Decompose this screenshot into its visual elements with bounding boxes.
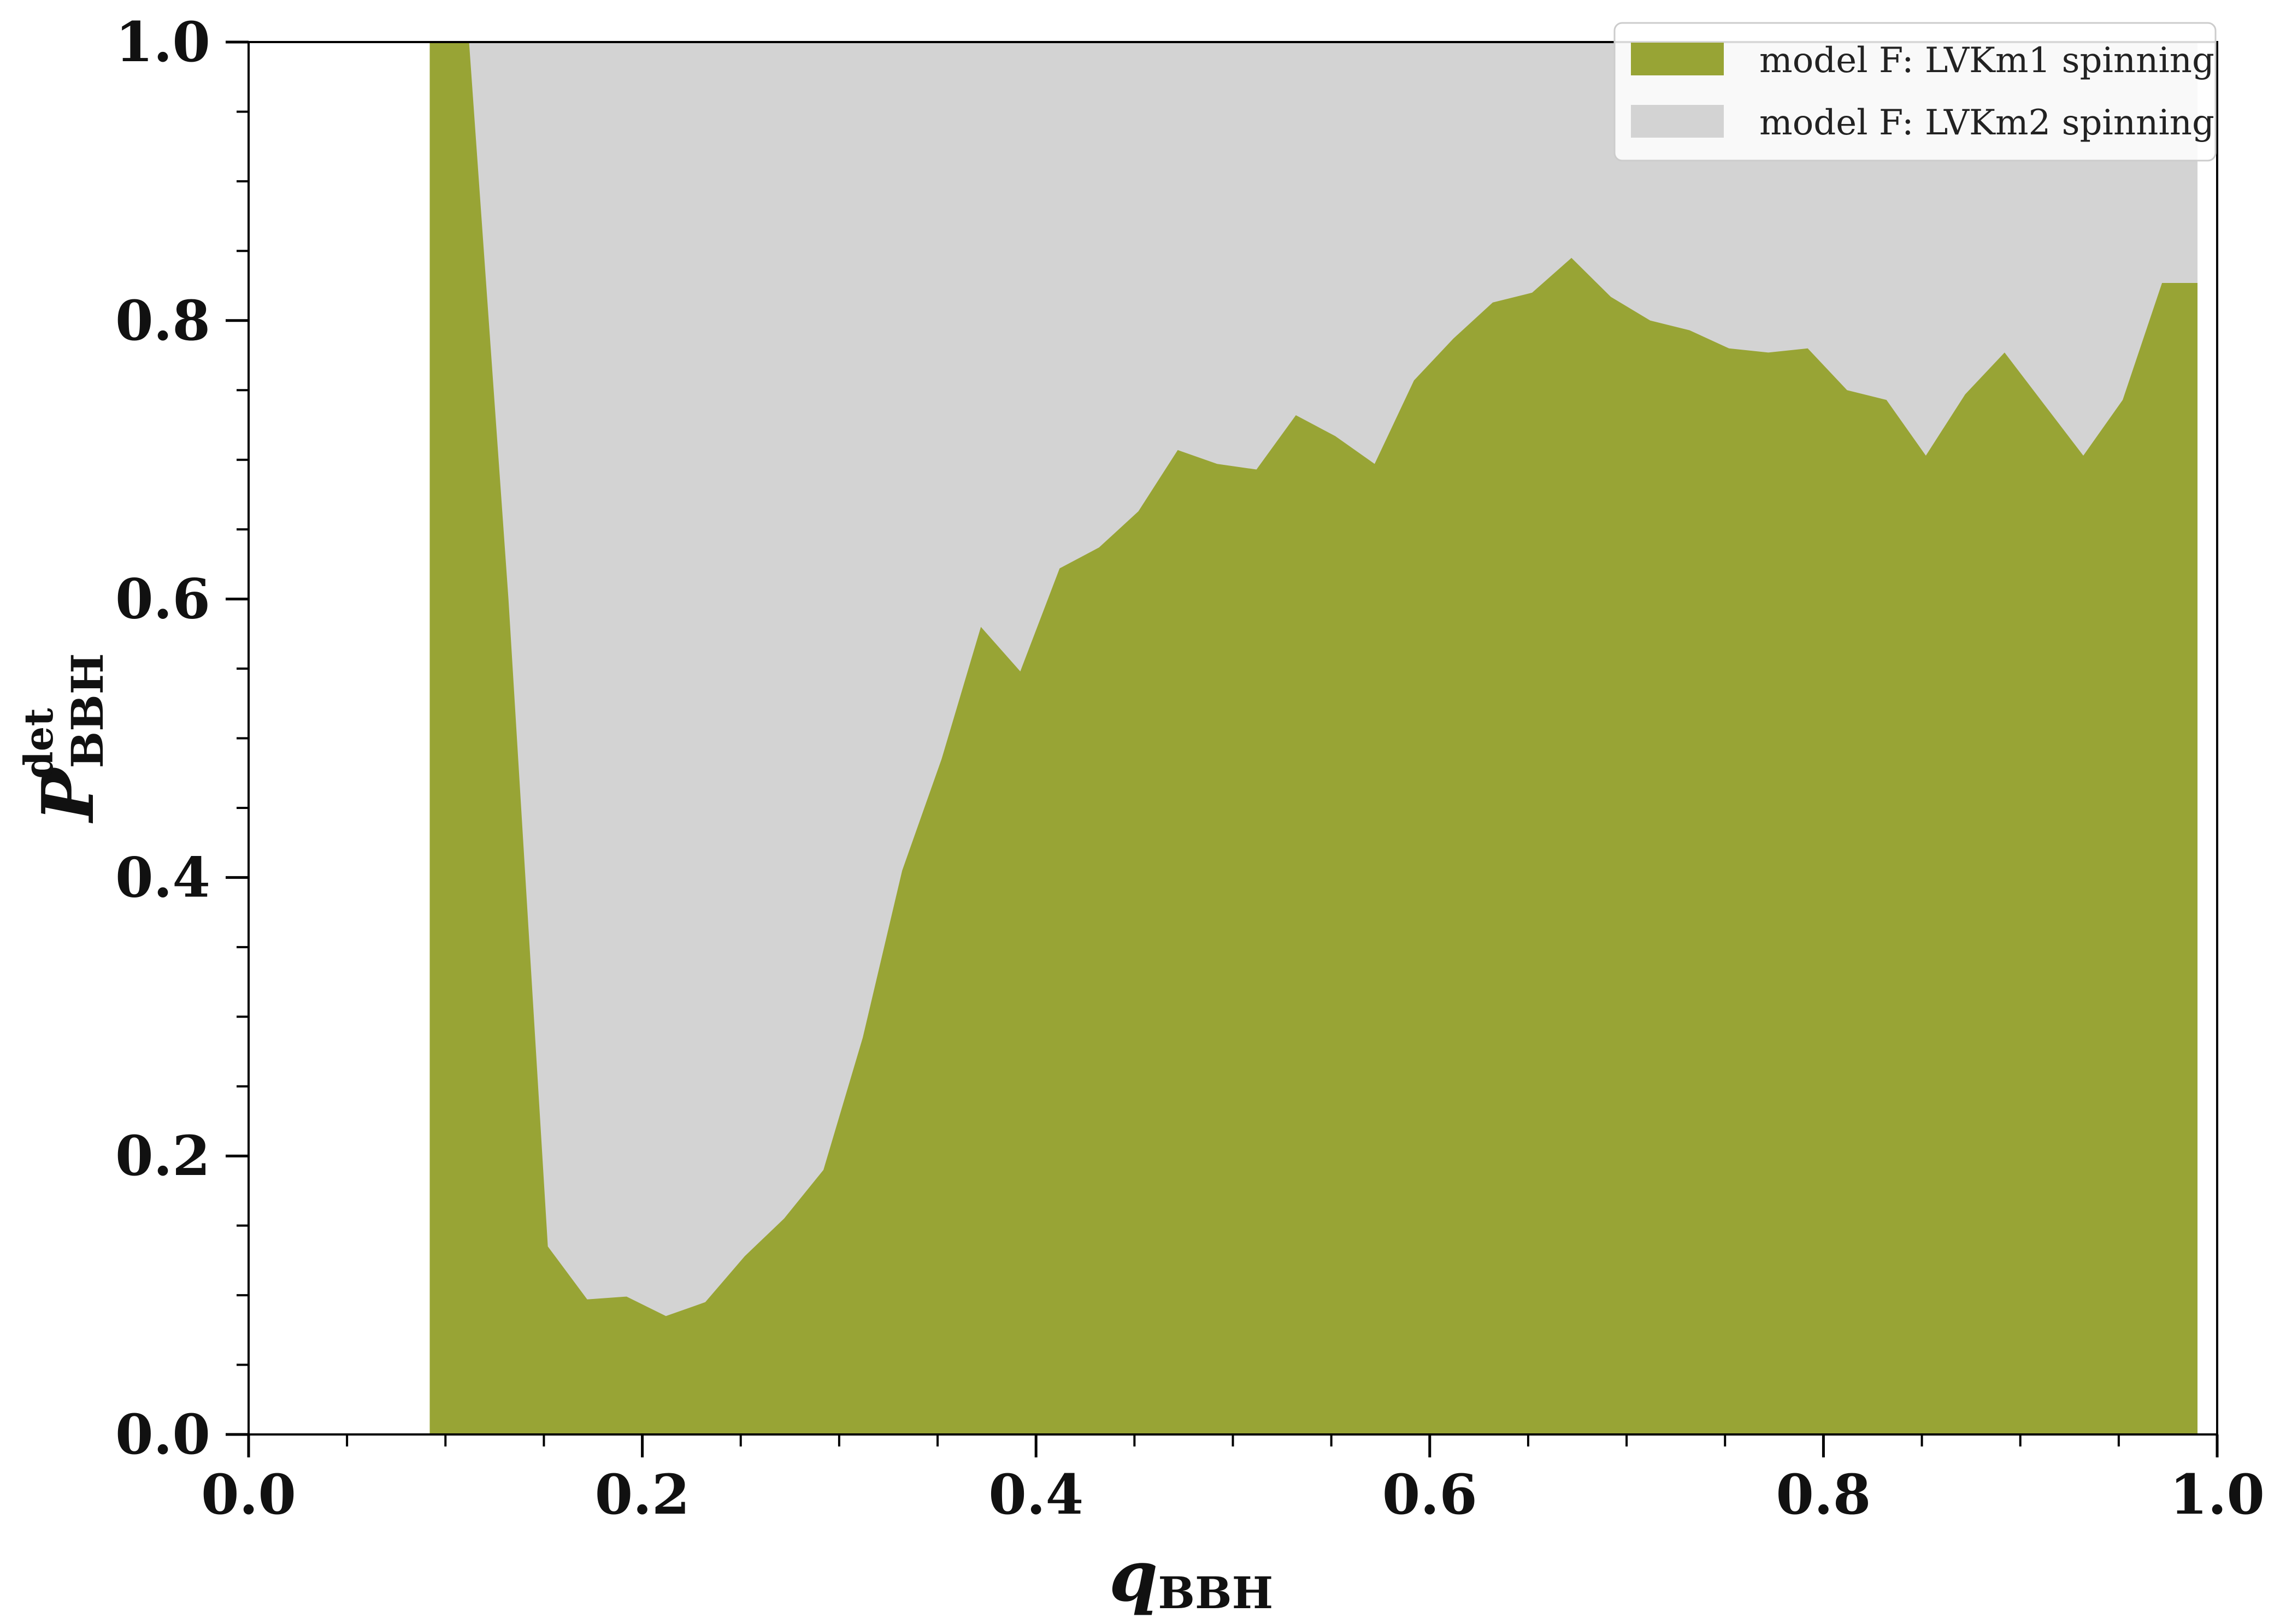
x-tick-label: 0.8 <box>1776 1462 1871 1527</box>
y-axis-label-sup: det <box>15 708 62 778</box>
y-tick-label: 0.2 <box>115 1124 210 1188</box>
legend-swatch-lvkm1 <box>1631 43 1724 75</box>
legend-swatch-lvkm2 <box>1631 105 1724 138</box>
y-tick-label: 0.4 <box>115 845 210 910</box>
x-axis-label-sub: BBH <box>1158 1567 1273 1619</box>
y-axis-label-sub: BBH <box>62 653 113 769</box>
y-axis-label-main: P <box>26 766 110 824</box>
legend-label-lvkm2: model F: LVKm2 spinning <box>1759 103 2214 143</box>
y-axis-label: PBBHdet <box>15 653 113 824</box>
legend-label-lvkm1: model F: LVKm1 spinning <box>1759 40 2214 81</box>
series-layer <box>429 42 2197 1434</box>
x-tick-label: 0.6 <box>1382 1462 1477 1527</box>
x-tick-label: 0.0 <box>201 1462 296 1527</box>
x-tick-label: 0.4 <box>988 1462 1083 1527</box>
x-tick-label: 1.0 <box>2170 1462 2265 1527</box>
area-series-lvkm1 <box>429 42 2197 1434</box>
x-axis-label: qBBH <box>1109 1536 1273 1619</box>
y-tick-label: 1.0 <box>115 10 210 74</box>
legend-box <box>1613 22 2217 162</box>
x-tick-label: 0.2 <box>595 1462 690 1527</box>
x-axis-label-main: q <box>1109 1536 1158 1617</box>
y-tick-label: 0.8 <box>115 288 210 353</box>
y-tick-label: 0.0 <box>115 1402 210 1467</box>
y-tick-label: 0.6 <box>115 567 210 631</box>
ticks-layer: 0.0 0.2 0.4 0.6 0.8 1.0 0.0 0.2 0.4 0.6 0.8 1.0 <box>115 10 2265 1527</box>
legend: model F: LVKm1 spinning model F: LVKm2 s… <box>1613 22 2217 162</box>
